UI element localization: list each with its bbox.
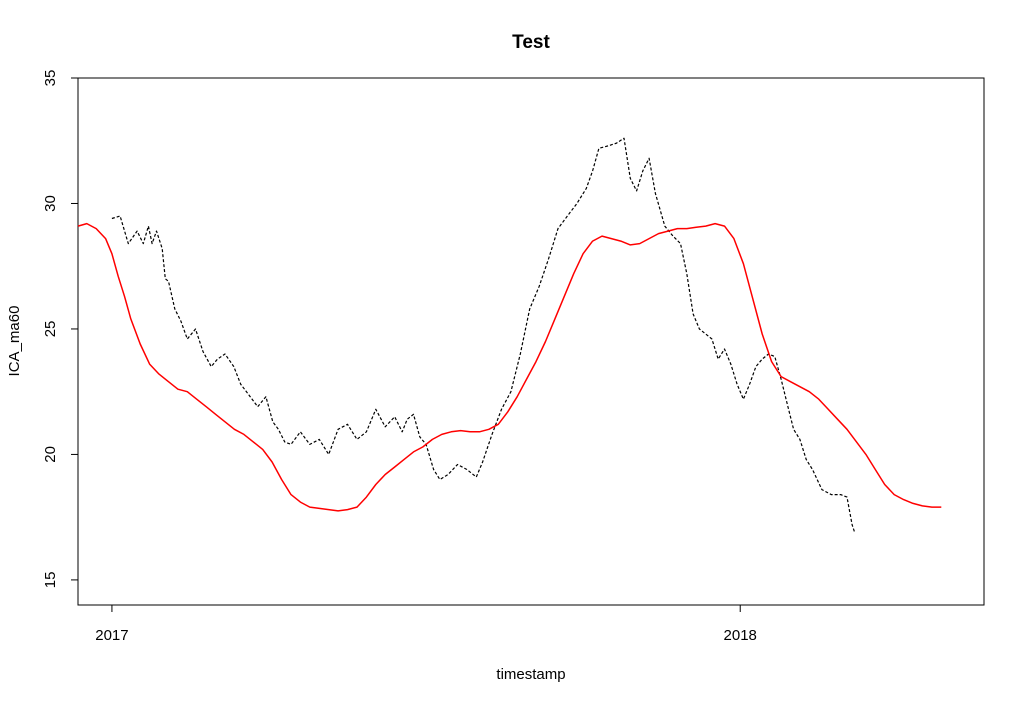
y-tick-label: 30 xyxy=(42,195,59,212)
series-line-solid xyxy=(77,222,942,512)
series-line-dashed xyxy=(111,137,856,533)
y-tick-label: 20 xyxy=(42,446,59,463)
y-axis-label: ICA_ma60 xyxy=(6,306,23,377)
y-tick-label: 25 xyxy=(42,321,59,338)
plot-area-frame xyxy=(77,77,985,606)
x-tick-label: 2017 xyxy=(95,627,128,644)
chart-title: Test xyxy=(512,32,550,53)
x-axis: 2017 2018 xyxy=(95,605,757,644)
x-axis-label: timestamp xyxy=(496,666,565,683)
y-tick-label: 15 xyxy=(42,572,59,589)
x-tick-label: 2018 xyxy=(724,627,757,644)
series-layer xyxy=(77,137,942,533)
y-axis: 15 20 25 30 35 xyxy=(42,70,79,589)
y-tick-label: 35 xyxy=(42,70,59,87)
